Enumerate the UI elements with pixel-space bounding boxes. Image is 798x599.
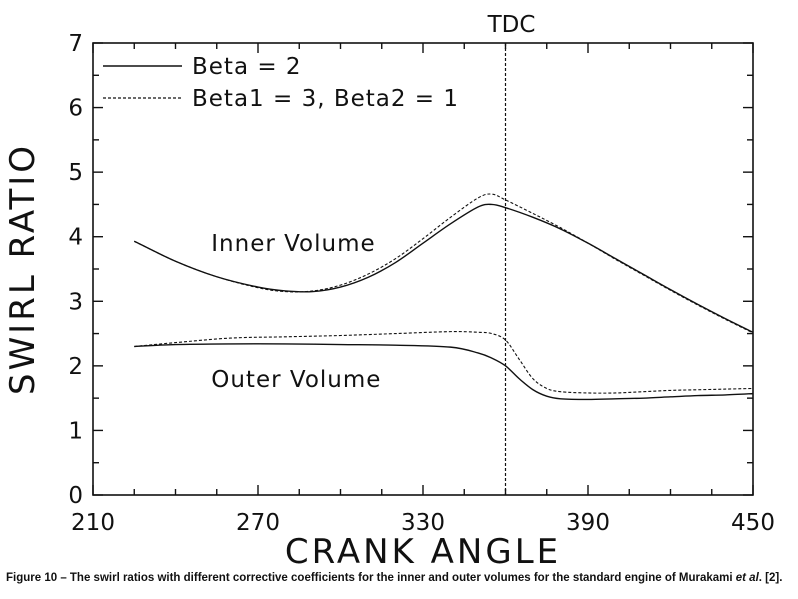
y-tick-labels: 0 1 2 3 4 5 6 7 — [68, 31, 83, 509]
y-axis-title: SWIRL RATIO — [3, 143, 43, 395]
chart-canvas: 210 270 330 390 450 0 1 2 3 4 5 6 7 TDC Inner Volum… — [3, 12, 775, 572]
x-tick-label: 390 — [566, 510, 610, 536]
x-tick-label: 270 — [236, 510, 280, 536]
inner-volume-annotation: Inner Volume — [211, 231, 375, 257]
legend-label-beta1-beta2: Beta1 = 3, Beta2 = 1 — [192, 86, 459, 112]
caption-suffix: . [2]. — [758, 572, 783, 584]
legend: Beta = 2 Beta1 = 3, Beta2 = 1 — [103, 54, 459, 112]
y-tick-label: 5 — [68, 160, 83, 186]
x-tick-label: 450 — [731, 510, 775, 536]
outer-solid-series-line — [134, 343, 754, 401]
caption-prefix: Figure 10 – The swirl ratios with differ… — [6, 572, 736, 584]
x-tick-label: 210 — [71, 510, 115, 536]
y-tick-label: 7 — [68, 31, 83, 57]
y-tick-label: 4 — [68, 225, 83, 251]
x-tick-labels: 210 270 330 390 450 — [71, 510, 775, 536]
y-tick-label: 1 — [68, 418, 83, 444]
inner-solid-series-line — [133, 203, 754, 333]
legend-label-beta: Beta = 2 — [192, 54, 302, 80]
y-tick-label: 0 — [68, 483, 83, 509]
inner-dashed-series-line — [134, 193, 754, 334]
outer-dashed-series-line — [134, 331, 754, 394]
caption-etal: et al — [735, 572, 759, 584]
x-tick-label: 330 — [401, 510, 445, 536]
y-tick-label: 6 — [68, 96, 83, 122]
x-axis-title: CRANK ANGLE — [285, 532, 561, 572]
outer-volume-annotation: Outer Volume — [211, 367, 381, 393]
series-lines — [133, 193, 754, 401]
y-tick-label: 3 — [68, 289, 83, 315]
tdc-label: TDC — [487, 12, 536, 38]
y-tick-label: 2 — [68, 354, 83, 380]
figure-caption: Figure 10 – The swirl ratios with differ… — [6, 572, 796, 584]
